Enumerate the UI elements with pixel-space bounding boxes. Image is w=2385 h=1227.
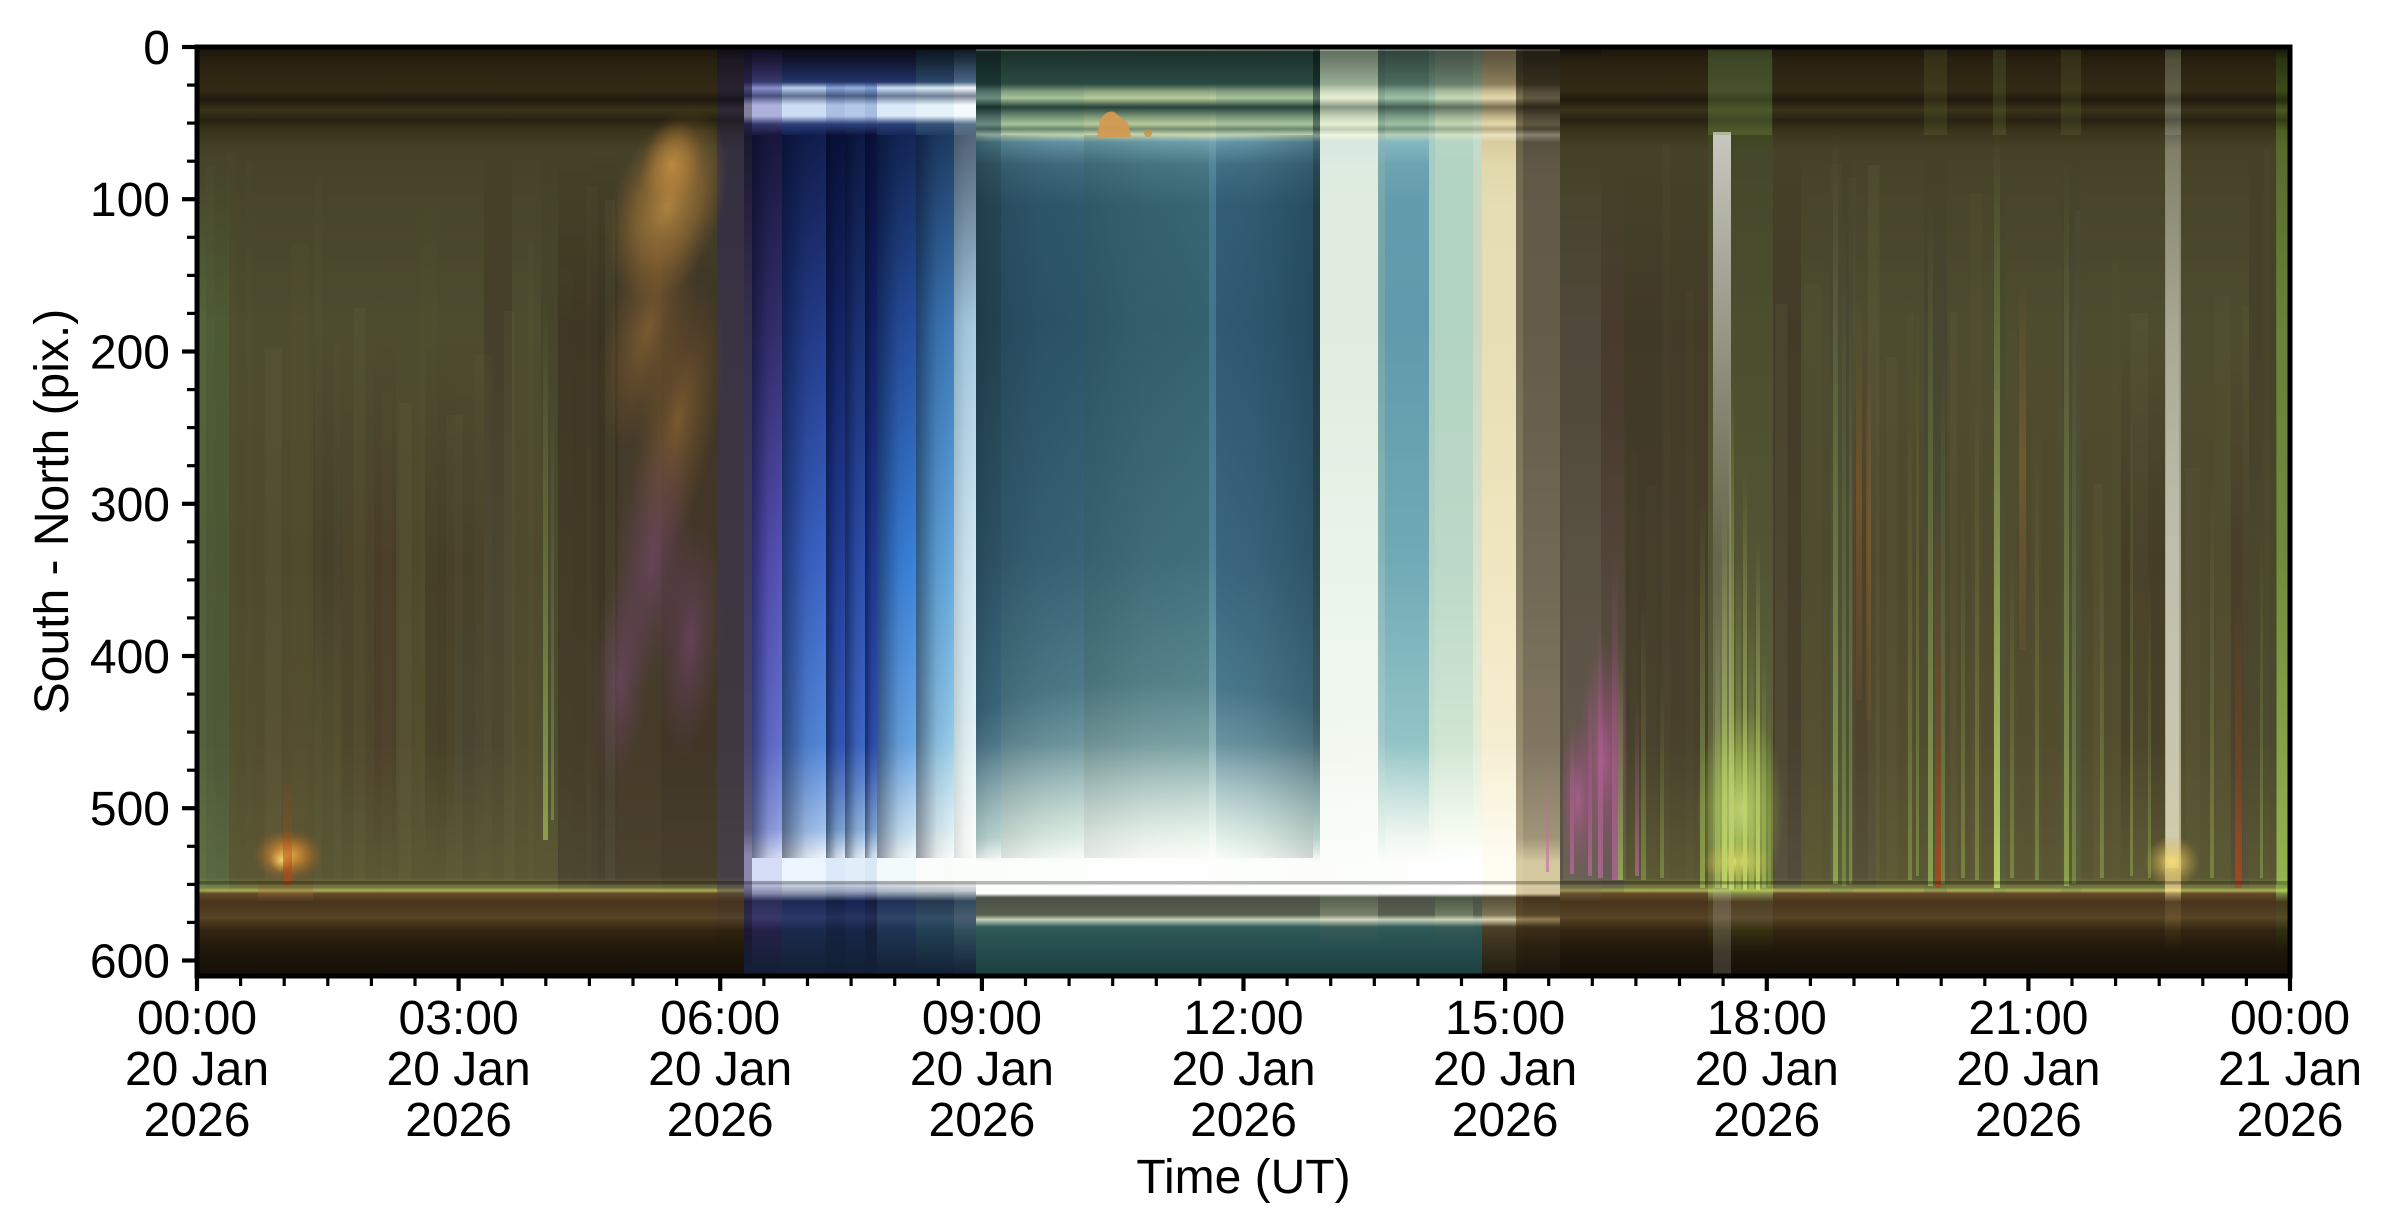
svg-text:South - North (pix.): South - North (pix.) — [26, 309, 79, 714]
svg-text:500: 500 — [90, 783, 170, 836]
svg-text:20 Jan: 20 Jan — [125, 1043, 269, 1096]
svg-text:2026: 2026 — [1452, 1094, 1559, 1147]
svg-text:100: 100 — [90, 174, 170, 227]
svg-text:21:00: 21:00 — [1968, 992, 2088, 1045]
svg-text:06:00: 06:00 — [660, 992, 780, 1045]
svg-text:2026: 2026 — [1713, 1094, 1820, 1147]
svg-text:20 Jan: 20 Jan — [1433, 1043, 1577, 1096]
svg-text:2026: 2026 — [1190, 1094, 1297, 1147]
svg-text:300: 300 — [90, 479, 170, 532]
svg-text:20 Jan: 20 Jan — [648, 1043, 792, 1096]
svg-text:2026: 2026 — [2237, 1094, 2344, 1147]
svg-text:600: 600 — [90, 936, 170, 989]
svg-text:2026: 2026 — [667, 1094, 774, 1147]
svg-text:20 Jan: 20 Jan — [387, 1043, 531, 1096]
svg-text:20 Jan: 20 Jan — [1695, 1043, 1839, 1096]
svg-text:20 Jan: 20 Jan — [1956, 1043, 2100, 1096]
svg-text:200: 200 — [90, 327, 170, 380]
svg-text:400: 400 — [90, 631, 170, 684]
svg-text:0: 0 — [143, 22, 170, 75]
svg-text:2026: 2026 — [1975, 1094, 2082, 1147]
svg-text:2026: 2026 — [144, 1094, 251, 1147]
svg-text:00:00: 00:00 — [137, 992, 257, 1045]
svg-text:2026: 2026 — [929, 1094, 1036, 1147]
svg-text:03:00: 03:00 — [399, 992, 519, 1045]
svg-text:12:00: 12:00 — [1183, 992, 1303, 1045]
svg-text:18:00: 18:00 — [1707, 992, 1827, 1045]
svg-text:00:00: 00:00 — [2230, 992, 2350, 1045]
svg-text:2026: 2026 — [405, 1094, 512, 1147]
svg-text:20 Jan: 20 Jan — [1171, 1043, 1315, 1096]
svg-text:09:00: 09:00 — [922, 992, 1042, 1045]
svg-text:20 Jan: 20 Jan — [910, 1043, 1054, 1096]
svg-text:Time (UT): Time (UT) — [1136, 1151, 1350, 1204]
svg-text:15:00: 15:00 — [1445, 992, 1565, 1045]
svg-text:21 Jan: 21 Jan — [2218, 1043, 2362, 1096]
